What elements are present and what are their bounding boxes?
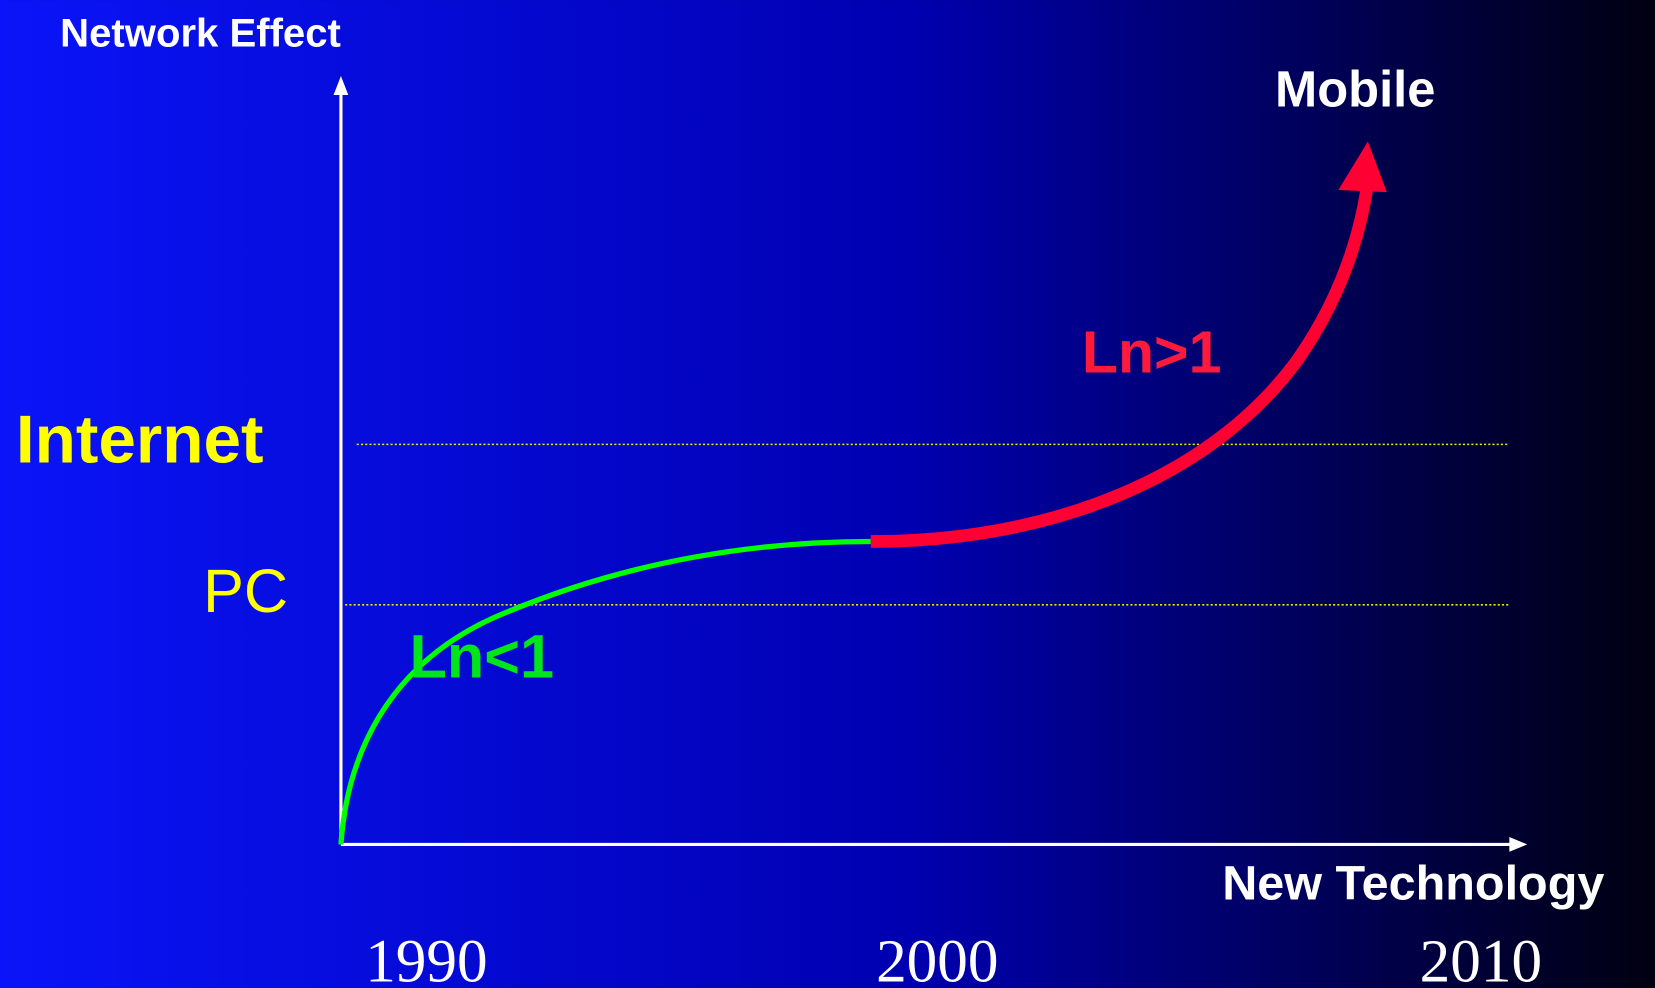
curve-label: Ln<1 — [410, 623, 555, 691]
year-label: 2010 — [1420, 928, 1542, 988]
target-label: Mobile — [1275, 61, 1435, 118]
year-label: 2000 — [876, 928, 998, 988]
curve-label: Ln>1 — [1082, 319, 1222, 386]
x-axis-label: New Technology — [1222, 856, 1604, 910]
y-axis-label: Network Effect — [60, 11, 341, 55]
x-axis-arrow — [1509, 837, 1528, 852]
green-curve — [338, 538, 871, 845]
level-label: Internet — [16, 402, 264, 477]
y-axis-arrow — [333, 76, 349, 96]
year-label: 1990 — [365, 928, 487, 988]
red-arrowhead — [1338, 141, 1387, 193]
red-curve — [870, 180, 1375, 548]
level-label: PC — [203, 557, 288, 625]
